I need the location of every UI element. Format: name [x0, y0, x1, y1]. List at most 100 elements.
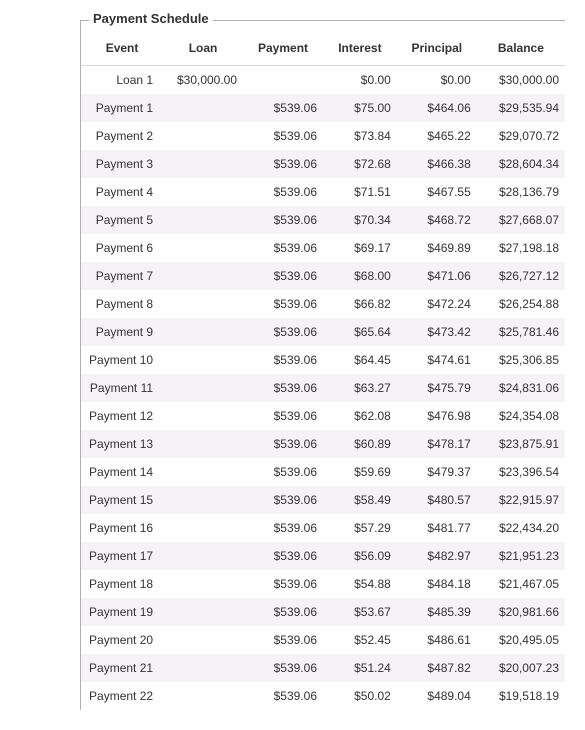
cell-event: Payment 17 [81, 542, 163, 570]
cell-principal: $476.98 [397, 402, 477, 430]
cell-principal: $480.57 [397, 486, 477, 514]
cell-principal: $469.89 [397, 234, 477, 262]
table-row: Payment 20$539.06$52.45$486.61$20,495.05 [81, 626, 565, 654]
cell-event: Payment 12 [81, 402, 163, 430]
cell-event: Payment 2 [81, 122, 163, 150]
cell-loan [163, 458, 243, 486]
cell-event: Payment 22 [81, 682, 163, 710]
cell-payment: $539.06 [243, 150, 323, 178]
cell-balance: $22,434.20 [477, 514, 565, 542]
cell-principal: $474.61 [397, 346, 477, 374]
panel-title: Payment Schedule [89, 11, 213, 26]
table-row: Payment 8$539.06$66.82$472.24$26,254.88 [81, 290, 565, 318]
table-row: Payment 11 $539.06$63.27$475.79$24,831.06 [81, 374, 565, 402]
cell-payment: $539.06 [243, 682, 323, 710]
cell-loan [163, 542, 243, 570]
table-body: Loan 1$30,000.00$0.00$0.00$30,000.00Paym… [81, 66, 565, 711]
cell-event: Payment 1 [81, 94, 163, 122]
cell-payment: $539.06 [243, 598, 323, 626]
cell-balance: $23,396.54 [477, 458, 565, 486]
cell-balance: $27,668.07 [477, 206, 565, 234]
cell-loan [163, 290, 243, 318]
table-row: Payment 16$539.06$57.29$481.77$22,434.20 [81, 514, 565, 542]
cell-balance: $28,136.79 [477, 178, 565, 206]
col-header-principal: Principal [397, 31, 477, 66]
cell-event: Payment 13 [81, 430, 163, 458]
cell-event: Payment 6 [81, 234, 163, 262]
cell-balance: $24,354.08 [477, 402, 565, 430]
cell-event: Payment 4 [81, 178, 163, 206]
cell-loan [163, 626, 243, 654]
cell-event: Payment 18 [81, 570, 163, 598]
cell-interest: $62.08 [323, 402, 397, 430]
cell-loan: $30,000.00 [163, 66, 243, 95]
table-row: Payment 17$539.06$56.09$482.97$21,951.23 [81, 542, 565, 570]
cell-interest: $51.24 [323, 654, 397, 682]
cell-event: Payment 5 [81, 206, 163, 234]
cell-loan [163, 150, 243, 178]
table-row: Payment 18$539.06$54.88$484.18$21,467.05 [81, 570, 565, 598]
cell-interest: $69.17 [323, 234, 397, 262]
cell-interest: $0.00 [323, 66, 397, 95]
cell-interest: $65.64 [323, 318, 397, 346]
cell-loan [163, 402, 243, 430]
cell-event: Loan 1 [81, 66, 163, 95]
cell-loan [163, 346, 243, 374]
cell-balance: $25,306.85 [477, 346, 565, 374]
cell-balance: $25,781.46 [477, 318, 565, 346]
cell-principal: $472.24 [397, 290, 477, 318]
cell-balance: $27,198.18 [477, 234, 565, 262]
payment-schedule-table: Event Loan Payment Interest Principal Ba… [81, 31, 565, 710]
cell-loan [163, 122, 243, 150]
table-row: Payment 21$539.06$51.24$487.82$20,007.23 [81, 654, 565, 682]
cell-interest: $53.67 [323, 598, 397, 626]
cell-interest: $57.29 [323, 514, 397, 542]
cell-loan [163, 598, 243, 626]
cell-balance: $26,727.12 [477, 262, 565, 290]
cell-payment: $539.06 [243, 570, 323, 598]
cell-interest: $73.84 [323, 122, 397, 150]
cell-loan [163, 682, 243, 710]
cell-interest: $64.45 [323, 346, 397, 374]
cell-principal: $467.55 [397, 178, 477, 206]
cell-principal: $484.18 [397, 570, 477, 598]
cell-principal: $478.17 [397, 430, 477, 458]
payment-schedule-panel: Payment Schedule Event Loan Payment Inte… [80, 20, 565, 710]
cell-payment: $539.06 [243, 122, 323, 150]
cell-event: Payment 9 [81, 318, 163, 346]
table-row: Payment 3$539.06$72.68$466.38$28,604.34 [81, 150, 565, 178]
col-header-payment: Payment [243, 31, 323, 66]
cell-interest: $68.00 [323, 262, 397, 290]
cell-balance: $20,495.05 [477, 626, 565, 654]
table-row: Payment 10$539.06$64.45$474.61$25,306.85 [81, 346, 565, 374]
cell-payment: $539.06 [243, 430, 323, 458]
table-row: Payment 15$539.06$58.49$480.57$22,915.97 [81, 486, 565, 514]
cell-balance: $24,831.06 [477, 374, 565, 402]
cell-event: Payment 20 [81, 626, 163, 654]
cell-interest: $56.09 [323, 542, 397, 570]
cell-loan [163, 374, 243, 402]
cell-interest: $71.51 [323, 178, 397, 206]
cell-principal: $481.77 [397, 514, 477, 542]
cell-event: Payment 16 [81, 514, 163, 542]
cell-event: Payment 3 [81, 150, 163, 178]
cell-interest: $59.69 [323, 458, 397, 486]
table-row: Payment 13$539.06$60.89$478.17$23,875.91 [81, 430, 565, 458]
cell-event: Payment 19 [81, 598, 163, 626]
cell-loan [163, 430, 243, 458]
cell-balance: $20,007.23 [477, 654, 565, 682]
cell-principal: $473.42 [397, 318, 477, 346]
cell-principal: $482.97 [397, 542, 477, 570]
cell-principal: $468.72 [397, 206, 477, 234]
cell-event: Payment 10 [81, 346, 163, 374]
table-row: Payment 9$539.06$65.64$473.42$25,781.46 [81, 318, 565, 346]
cell-loan [163, 262, 243, 290]
cell-principal: $475.79 [397, 374, 477, 402]
cell-loan [163, 206, 243, 234]
cell-payment: $539.06 [243, 626, 323, 654]
cell-payment: $539.06 [243, 374, 323, 402]
cell-interest: $63.27 [323, 374, 397, 402]
cell-balance: $19,518.19 [477, 682, 565, 710]
cell-principal: $471.06 [397, 262, 477, 290]
cell-event: Payment 11 [81, 374, 163, 402]
